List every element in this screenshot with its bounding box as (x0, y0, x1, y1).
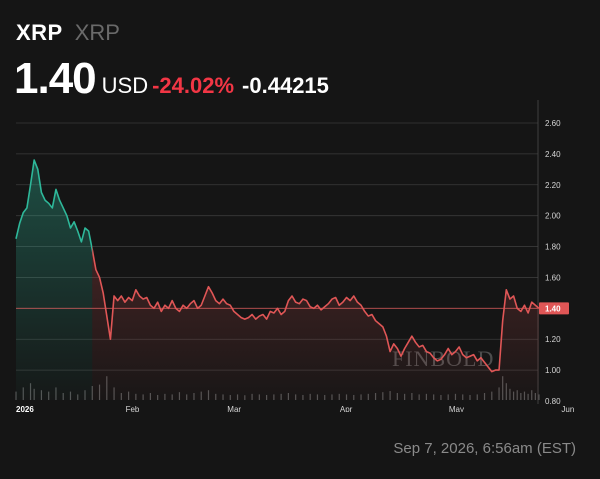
x-tick-label: May (449, 405, 464, 412)
price-lines (15, 159, 540, 373)
last-price-tag: 1.40 (539, 302, 569, 315)
price-chart[interactable]: FINBOLD 0.801.001.201.401.601.802.002.20… (0, 96, 600, 412)
x-tick-label: Apr (340, 405, 353, 412)
y-tick-label: 1.80 (545, 243, 561, 252)
change-percent: -24.02% (152, 73, 235, 98)
y-tick-label: 1.60 (545, 273, 561, 282)
y-tick-label: 0.80 (545, 397, 561, 406)
price-area-up (16, 160, 93, 400)
change-absolute: -0.44215 (242, 73, 329, 98)
y-tick-label: 2.40 (545, 150, 561, 159)
current-price: 1.40 (14, 54, 97, 103)
x-tick-label: Feb (126, 405, 140, 412)
price-area (16, 160, 539, 400)
y-tick-label: 2.20 (545, 181, 561, 190)
last-price-tag-bg (539, 302, 569, 315)
y-axis: 0.80 1.00 1.20 1.40 1.60 1.80 2.00 2.20 2.40 2.60 (545, 119, 561, 406)
x-axis: 2026FebMarAprMayJunJulAugSep (16, 405, 574, 412)
price-area-down (92, 249, 539, 400)
asset-name: XRP (74, 20, 120, 45)
price-row: 1.40 USD -24.02% -0.44215 (14, 54, 329, 104)
y-tick-label: 2.60 (545, 119, 561, 128)
currency-label: USD (101, 73, 149, 98)
ticker-header: XRP XRP (16, 20, 120, 46)
x-tick-label: 2026 (16, 405, 34, 412)
timestamp: Sep 7, 2026, 6:56am (EST) (393, 440, 576, 457)
x-tick-label: Mar (227, 405, 241, 412)
y-tick-label: 1.20 (545, 335, 561, 344)
y-tick-label: 2.00 (545, 212, 561, 221)
ticker-symbol: XRP (16, 20, 63, 45)
last-price-tag-label: 1.40 (545, 304, 561, 313)
x-tick-label: Jun (561, 405, 574, 412)
y-tick-label: 1.00 (545, 366, 561, 375)
